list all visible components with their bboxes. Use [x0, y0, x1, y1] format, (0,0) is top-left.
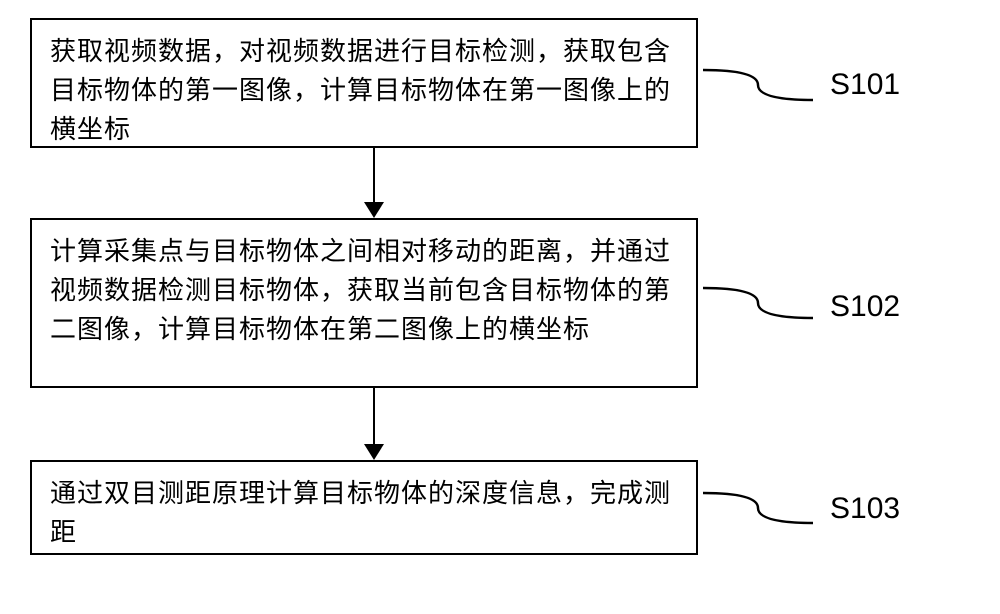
- arrow-s102-s103: [364, 388, 384, 460]
- step-label-s103: S103: [830, 492, 900, 526]
- step-box-s102: 计算采集点与目标物体之间相对移动的距离，并通过视频数据检测目标物体，获取当前包含…: [30, 218, 698, 388]
- connector-s101: [698, 65, 818, 105]
- step-label-s101: S101: [830, 68, 900, 102]
- flowchart-container: 获取视频数据，对视频数据进行目标检测，获取包含目标物体的第一图像，计算目标物体在…: [0, 0, 1000, 614]
- step-text-s102: 计算采集点与目标物体之间相对移动的距离，并通过视频数据检测目标物体，获取当前包含…: [50, 236, 671, 344]
- step-label-s102: S102: [830, 290, 900, 324]
- step-text-s101: 获取视频数据，对视频数据进行目标检测，获取包含目标物体的第一图像，计算目标物体在…: [50, 36, 671, 144]
- step-text-s103: 通过双目测距原理计算目标物体的深度信息，完成测距: [50, 478, 671, 547]
- step-box-s103: 通过双目测距原理计算目标物体的深度信息，完成测距: [30, 460, 698, 555]
- connector-s102: [698, 283, 818, 323]
- arrow-s101-s102: [364, 148, 384, 218]
- connector-s103: [698, 488, 818, 528]
- step-box-s101: 获取视频数据，对视频数据进行目标检测，获取包含目标物体的第一图像，计算目标物体在…: [30, 18, 698, 148]
